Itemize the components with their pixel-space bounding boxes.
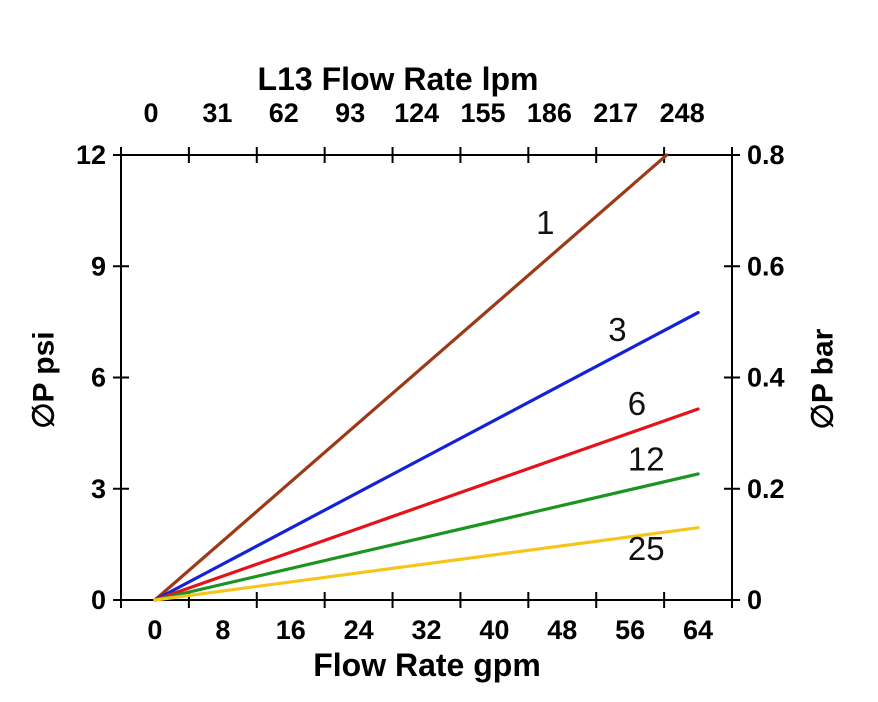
top-axis-title: L13 Flow Rate lpm bbox=[258, 61, 539, 97]
bottom-tick-label: 0 bbox=[147, 615, 162, 645]
right-tick-label: 0.2 bbox=[747, 474, 785, 504]
top-tick-label: 124 bbox=[394, 98, 439, 128]
series-line-1 bbox=[153, 153, 669, 602]
series-label-6: 6 bbox=[628, 385, 646, 422]
right-axis-title: ∅P bar bbox=[807, 328, 840, 429]
bottom-tick-label: 24 bbox=[344, 615, 374, 645]
left-tick-label: 3 bbox=[91, 474, 106, 504]
left-tick-label: 0 bbox=[91, 585, 106, 615]
top-tick-label: 31 bbox=[202, 98, 232, 128]
series-labels: 1 36 12 25 bbox=[536, 204, 665, 567]
bottom-tick-label: 48 bbox=[547, 615, 577, 645]
top-tick-label: 62 bbox=[269, 98, 299, 128]
right-tick-label: 0.4 bbox=[747, 363, 785, 393]
series-label-25: 25 bbox=[628, 530, 665, 567]
top-tick-label: 217 bbox=[593, 98, 638, 128]
tick-labels: 0 8 16 24 32 40 48 56 640 31 62 93 124 155 186 217 24803… bbox=[76, 98, 785, 645]
bottom-tick-label: 8 bbox=[215, 615, 230, 645]
series-line-6 bbox=[153, 407, 700, 602]
right-tick-label: 0.8 bbox=[747, 140, 785, 170]
left-tick-label: 6 bbox=[91, 363, 106, 393]
top-tick-label: 248 bbox=[660, 98, 705, 128]
series-label-12: 12 bbox=[628, 440, 665, 477]
top-tick-label: 155 bbox=[460, 98, 505, 128]
bottom-tick-label: 32 bbox=[411, 615, 441, 645]
right-tick-label: 0 bbox=[747, 585, 762, 615]
series-line-3 bbox=[153, 311, 700, 602]
top-tick-label: 0 bbox=[143, 98, 158, 128]
series-label-1: 1 bbox=[536, 204, 554, 241]
series-line-12 bbox=[153, 472, 700, 602]
top-tick-label: 186 bbox=[527, 98, 572, 128]
right-tick-label: 0.6 bbox=[747, 251, 785, 281]
series-lines bbox=[153, 153, 700, 602]
series-line-25 bbox=[153, 526, 700, 602]
tick-marks bbox=[113, 147, 740, 608]
left-axis-title: ∅P psi bbox=[28, 331, 61, 428]
bottom-tick-label: 56 bbox=[615, 615, 645, 645]
series-label-3: 3 bbox=[608, 311, 626, 348]
bottom-tick-label: 64 bbox=[683, 615, 713, 645]
bottom-tick-label: 40 bbox=[479, 615, 509, 645]
left-tick-label: 9 bbox=[91, 251, 106, 281]
bottom-axis-title: Flow Rate gpm bbox=[313, 647, 541, 683]
top-tick-label: 93 bbox=[335, 98, 365, 128]
bottom-tick-label: 16 bbox=[276, 615, 306, 645]
left-tick-label: 12 bbox=[76, 140, 106, 170]
